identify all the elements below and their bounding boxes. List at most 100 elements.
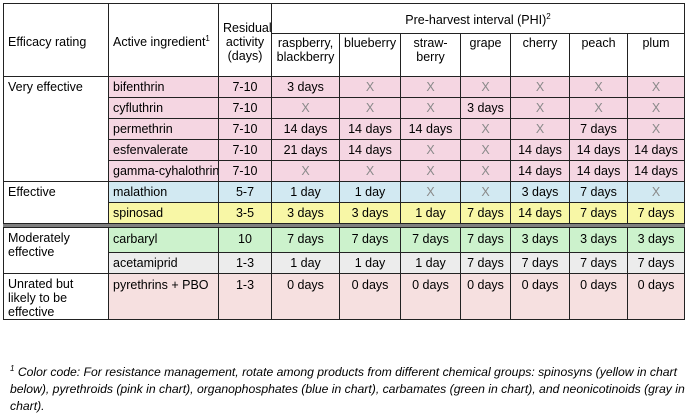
table-row: gamma-cyhalothrin 7-10 X X X X 14 days 14 days 1… [3,160,686,182]
residual-activity-cell: 1-3 [218,252,272,274]
footnote-ref-1: 1 [205,33,210,43]
phi-cell: 7 days [569,118,628,140]
phi-cell: 1 day [271,181,340,203]
header-crop-grape: grape [460,33,511,77]
phi-cell: 7 days [460,202,511,224]
phi-cell: 1 day [271,252,340,274]
phi-not-registered-cell: X [626,118,686,140]
footnote-mark: 1 [10,363,15,373]
table-row: spinosad 3-5 3 days 3 days 1 day 7 days 14 day… [3,202,686,224]
header-crop-plum: plum [626,33,686,77]
header-crop-cherry: cherry [510,33,570,77]
phi-cell: 7 days [400,227,461,253]
phi-cell: 7 days [460,227,511,253]
phi-cell: 7 days [569,202,628,224]
table-row: cyfluthrin 7-10 X X X 3 days X X X [3,97,686,119]
phi-not-registered-cell: X [400,97,461,119]
phi-cell: 14 days [339,139,401,161]
table-row: Moderately effective carbaryl 10 7 days 7 d… [3,227,686,274]
header-crop-raspberry: raspberry, blackberry [271,33,340,77]
phi-not-registered-cell: X [626,76,686,98]
phi-not-registered-cell: X [400,139,461,161]
group-very-effective: Very effective [3,76,109,182]
phi-not-registered-cell: X [400,160,461,182]
phi-cell: 7 days [626,252,686,274]
active-ingredient-cell: permethrin [108,118,219,140]
residual-activity-cell: 7-10 [218,139,272,161]
residual-activity-cell: 3-5 [218,202,272,224]
header-phi-title: Pre-harvest interval (PHI)2 [270,3,686,34]
phi-cell: 7 days [569,181,628,203]
phi-cell: 3 days [339,202,401,224]
phi-not-registered-cell: X [271,160,340,182]
phi-cell: 0 days [460,273,511,320]
phi-cell: 3 days [271,202,340,224]
phi-cell: 14 days [626,160,686,182]
phi-cell: 7 days [339,227,401,253]
active-ingredient-cell: gamma-cyhalothrin [108,160,219,182]
table-row: Effective malathion 5-7 1 day 1 day X X 3 days… [3,181,686,224]
table-row: permethrin 7-10 14 days 14 days 14 days X X 7 d… [3,118,686,140]
group-effective: Effective [3,181,109,224]
phi-cell: 0 days [510,273,570,320]
phi-not-registered-cell: X [271,97,340,119]
phi-cell: 0 days [569,273,628,320]
phi-not-registered-cell: X [339,97,401,119]
residual-activity-cell: 10 [218,227,272,253]
phi-not-registered-cell: X [339,76,401,98]
phi-cell: 14 days [271,118,340,140]
phi-cell: 3 days [510,227,570,253]
phi-table: Efficacy rating Active ingredient1 Resid… [2,3,686,320]
active-ingredient-cell: carbaryl [108,227,219,253]
phi-cell: 14 days [510,139,570,161]
phi-cell: 21 days [271,139,340,161]
phi-cell: 1 day [400,252,461,274]
phi-cell: 3 days [626,227,686,253]
header-crop-strawberry: straw-berry [400,33,461,77]
phi-not-registered-cell: X [460,181,511,203]
phi-not-registered-cell: X [460,76,511,98]
phi-not-registered-cell: X [510,97,570,119]
phi-cell: 14 days [569,160,628,182]
active-ingredient-cell: malathion [108,181,219,203]
phi-not-registered-cell: X [626,181,686,203]
residual-activity-cell: 7-10 [218,118,272,140]
phi-cell: 14 days [400,118,461,140]
phi-not-registered-cell: X [510,118,570,140]
active-ingredient-cell: cyfluthrin [108,97,219,119]
phi-cell: 14 days [569,139,628,161]
footnote-ref-2: 2 [546,11,551,21]
phi-not-registered-cell: X [569,76,628,98]
phi-cell: 3 days [569,227,628,253]
phi-not-registered-cell: X [626,97,686,119]
footnote: 1 Color code: For resistance management,… [10,364,690,415]
phi-cell: 3 days [271,76,340,98]
phi-cell: 0 days [626,273,686,320]
phi-cell: 14 days [626,139,686,161]
active-ingredient-cell: bifenthrin [108,76,219,98]
residual-activity-cell: 5-7 [218,181,272,203]
phi-cell: 0 days [339,273,401,320]
phi-not-registered-cell: X [569,97,628,119]
table-row: acetamiprid 1-3 1 day 1 day 1 day 7 days 7 day… [3,252,686,274]
header-crop-blueberry: blueberry [339,33,401,77]
active-ingredient-cell: acetamiprid [108,252,219,274]
residual-activity-cell: 7-10 [218,160,272,182]
table-row: Very effective bifenthrin 7-10 3 days X X X X X… [3,76,686,182]
residual-activity-cell: 7-10 [218,76,272,98]
phi-not-registered-cell: X [460,160,511,182]
header-active-ingredient: Active ingredient1 [108,3,219,77]
residual-activity-cell: 1-3 [218,273,272,320]
phi-not-registered-cell: X [400,181,461,203]
phi-cell: 3 days [460,97,511,119]
active-ingredient-cell: esfenvalerate [108,139,219,161]
phi-cell: 14 days [510,160,570,182]
phi-cell: 1 day [400,202,461,224]
group-unrated: Unrated but likely to be effective [3,273,109,320]
phi-not-registered-cell: X [339,160,401,182]
phi-cell: 7 days [569,252,628,274]
phi-cell: 14 days [510,202,570,224]
residual-activity-cell: 7-10 [218,97,272,119]
table-body: Very effective bifenthrin 7-10 3 days X X X X X… [2,76,686,320]
phi-cell: 7 days [510,252,570,274]
